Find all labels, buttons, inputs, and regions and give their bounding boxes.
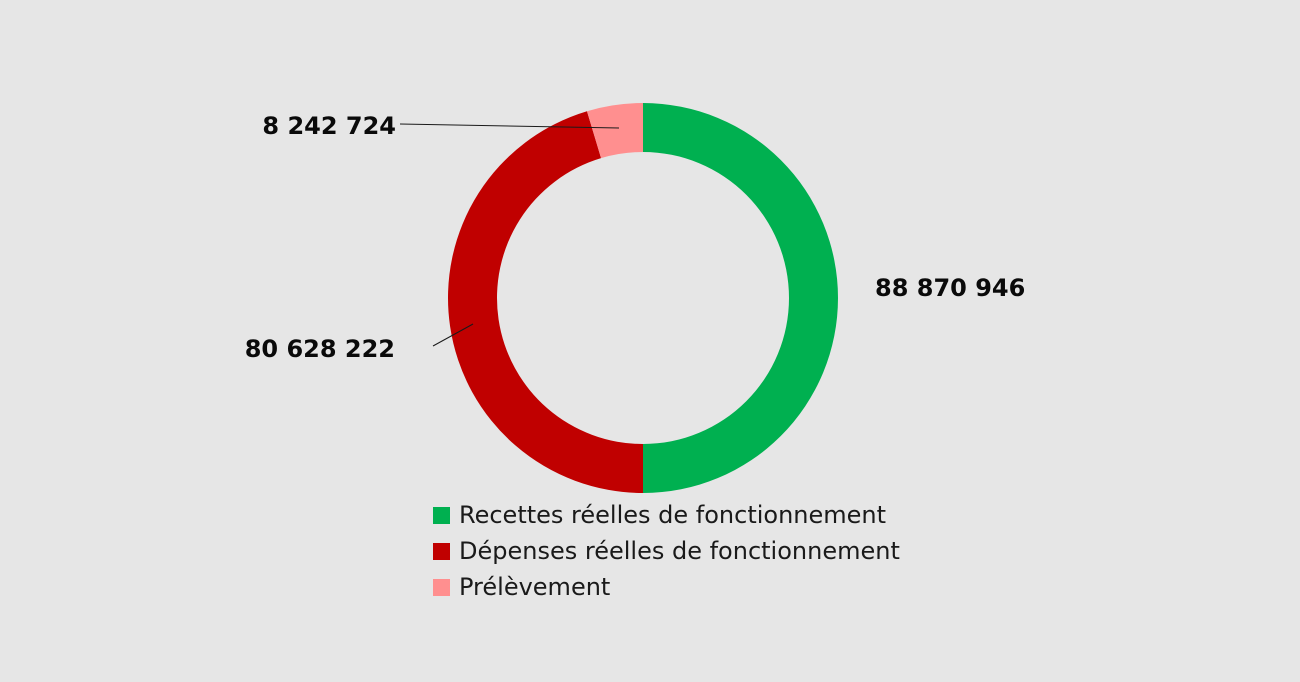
legend-item-prelevement: Prélèvement xyxy=(433,569,900,605)
data-label-recettes: 88 870 946 xyxy=(875,274,1025,302)
legend-item-depenses: Dépenses réelles de fonctionnement xyxy=(433,533,900,569)
legend-label-recettes: Recettes réelles de fonctionnement xyxy=(459,501,887,529)
data-label-depenses: 80 628 222 xyxy=(245,335,395,363)
legend-swatch-prelevement xyxy=(433,578,450,596)
donut-slice-recettes xyxy=(643,103,838,493)
leader-line-prelevement xyxy=(399,123,620,129)
legend-swatch-recettes xyxy=(433,506,450,524)
donut-slice-prelevement xyxy=(586,103,643,159)
leader-line-depenses xyxy=(432,323,474,347)
legend-swatch-depenses xyxy=(433,542,450,560)
data-label-prelevement: 8 242 724 xyxy=(262,112,396,140)
donut-slice-depenses xyxy=(448,111,643,494)
legend-label-depenses: Dépenses réelles de fonctionnement xyxy=(459,537,900,565)
legend-item-recettes: Recettes réelles de fonctionnement xyxy=(433,497,900,533)
chart-legend: Recettes réelles de fonctionnement Dépen… xyxy=(433,497,900,605)
legend-label-prelevement: Prélèvement xyxy=(459,573,611,601)
